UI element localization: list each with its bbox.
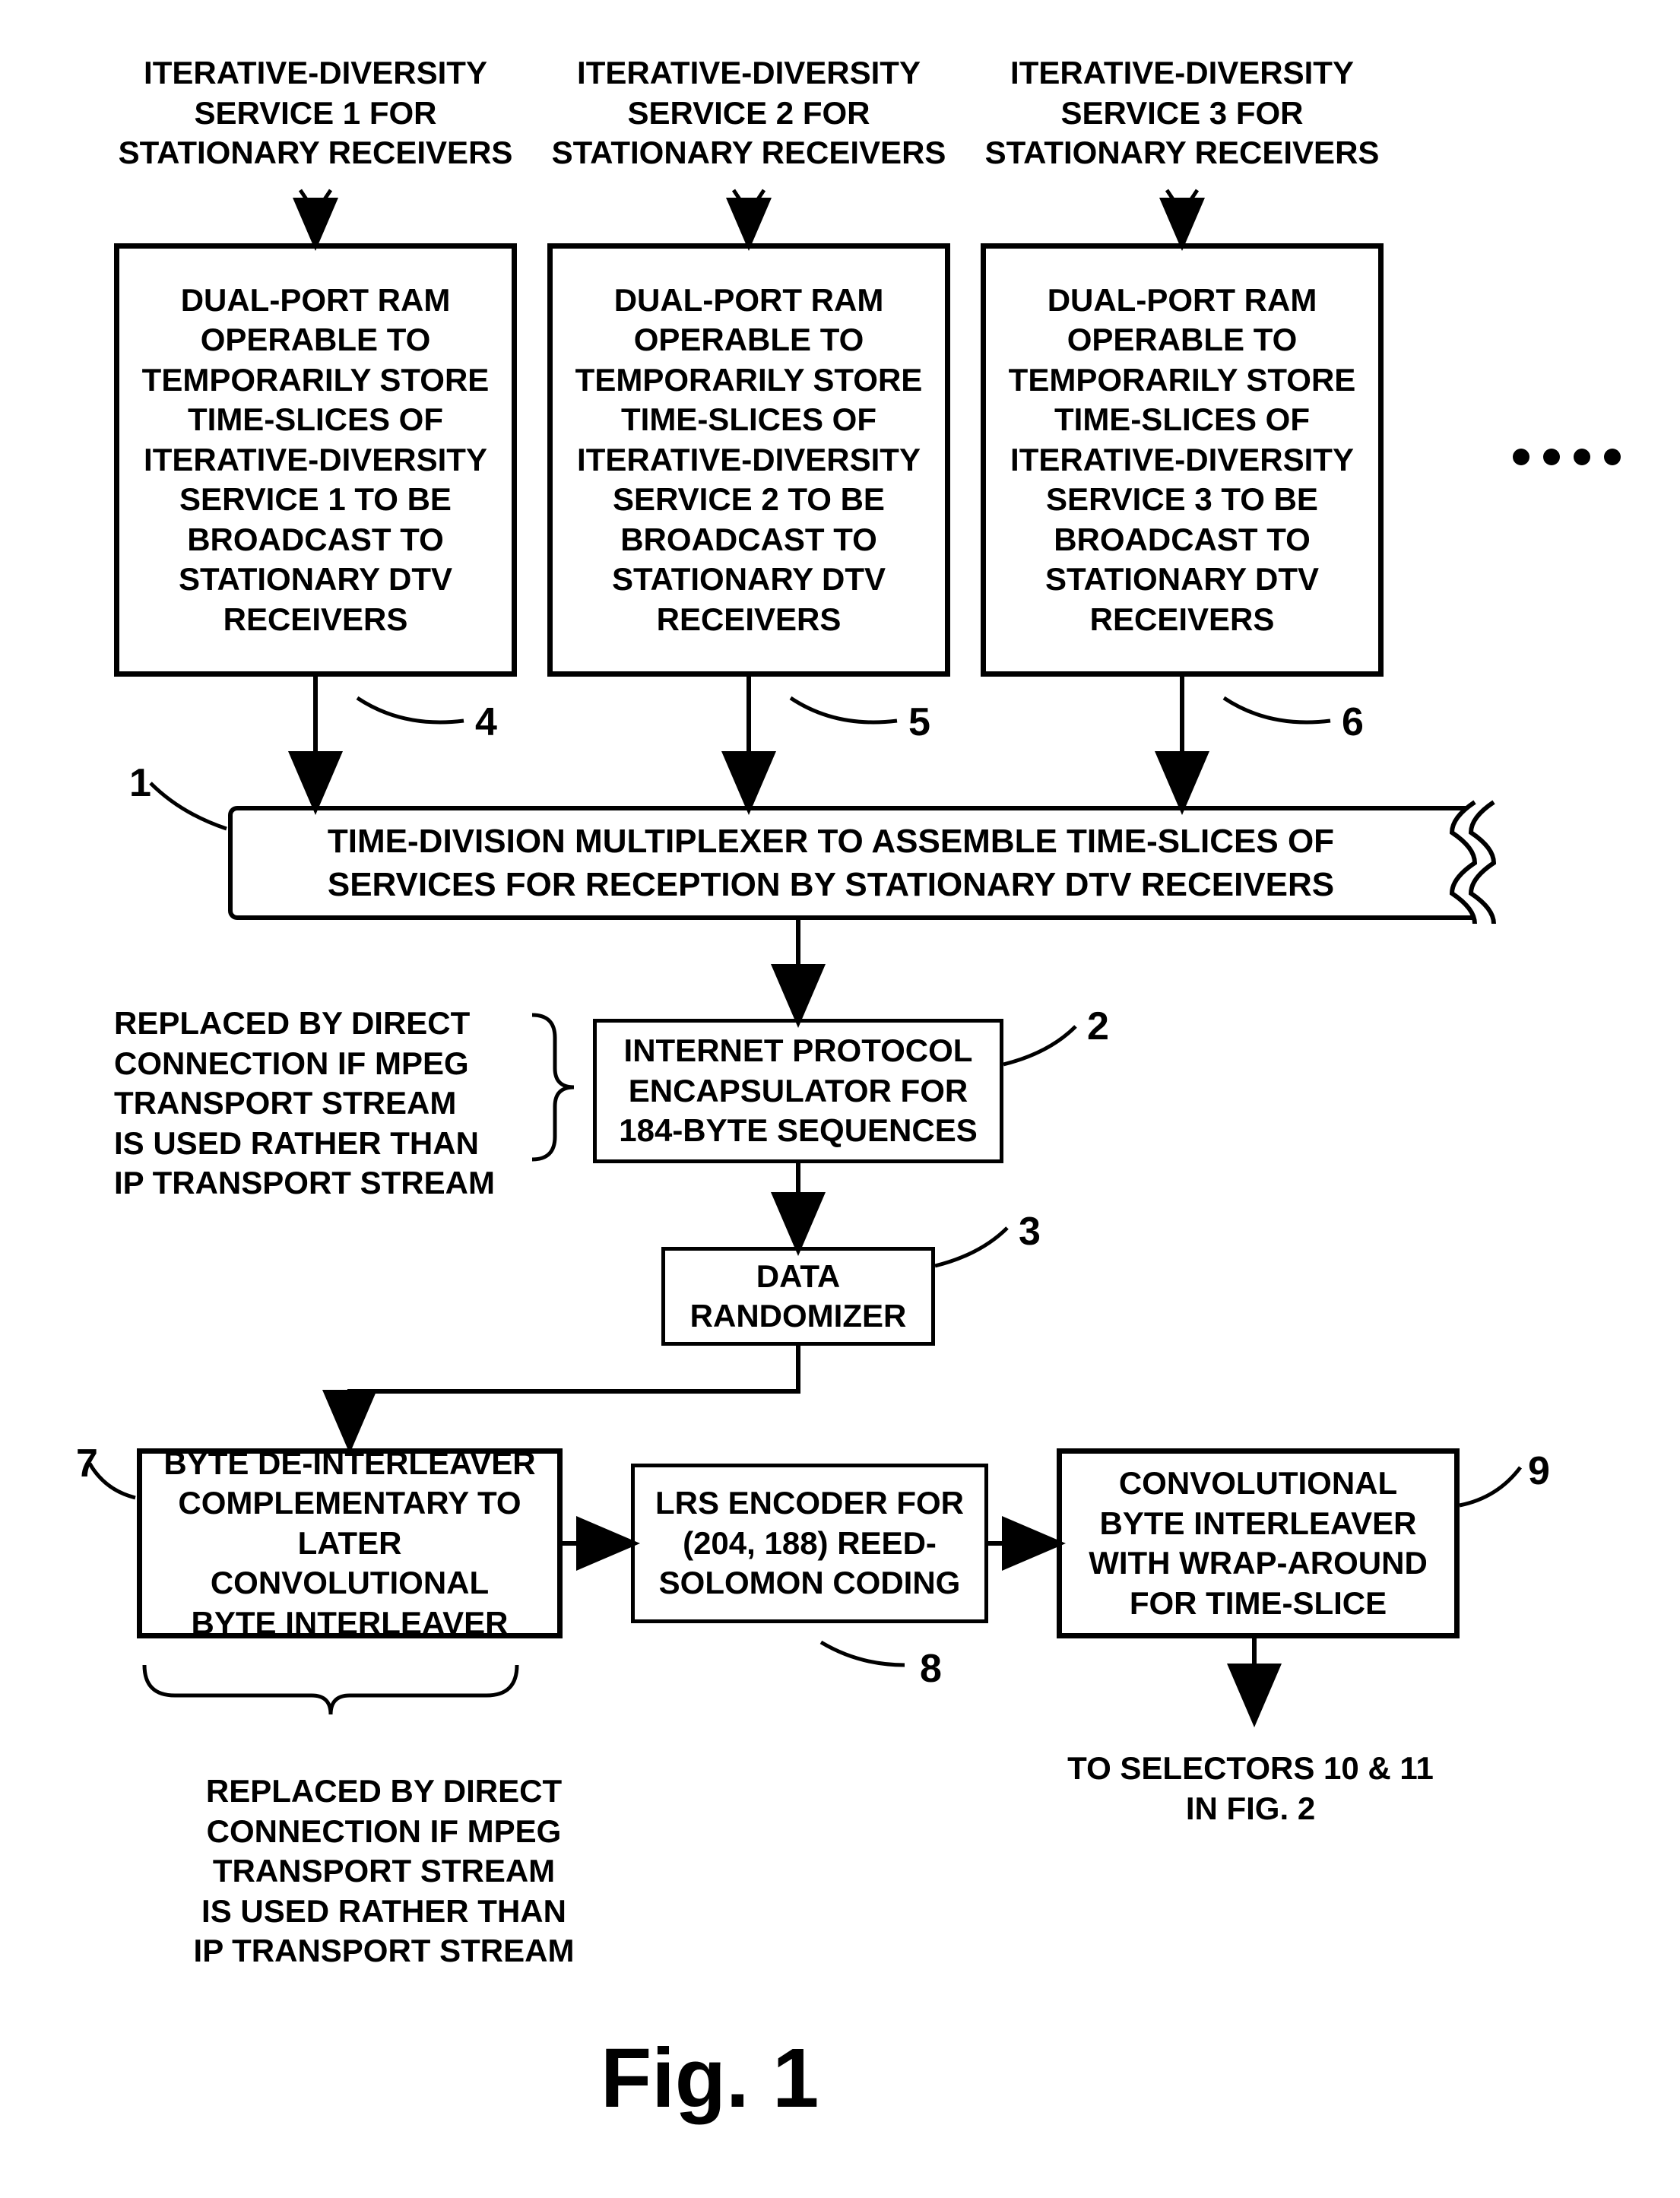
ref-num-7: 7 (76, 1441, 98, 1486)
ref-num-1: 1 (129, 760, 151, 806)
ip-encapsulator-box: INTERNET PROTOCOLENCAPSULATOR FOR184-BYT… (593, 1019, 1003, 1163)
output-label: TO SELECTORS 10 & 11IN FIG. 2 (1019, 1749, 1482, 1828)
ram-box-3: DUAL-PORT RAMOPERABLE TOTEMPORARILY STOR… (981, 243, 1384, 677)
input-label-2: ITERATIVE-DIVERSITYSERVICE 2 FORSTATIONA… (547, 53, 950, 173)
ram-box-1: DUAL-PORT RAMOPERABLE TOTEMPORARILY STOR… (114, 243, 517, 677)
lrs-encoder-box: LRS ENCODER FOR(204, 188) REED-SOLOMON C… (631, 1464, 988, 1623)
byte-deinterleaver-box: BYTE DE-INTERLEAVERCOMPLEMENTARY TOLATER… (137, 1448, 563, 1638)
data-randomizer-box: DATARANDOMIZER (661, 1247, 935, 1346)
ram-box-2: DUAL-PORT RAMOPERABLE TOTEMPORARILY STOR… (547, 243, 950, 677)
mux-box: TIME-DIVISION MULTIPLEXER TO ASSEMBLE TI… (228, 806, 1475, 920)
figure-title: Fig. 1 (601, 2030, 819, 2127)
continuation-dots (1513, 449, 1621, 465)
input-label-1: ITERATIVE-DIVERSITYSERVICE 1 FORSTATIONA… (114, 53, 517, 173)
ref-num-5: 5 (908, 699, 930, 745)
note-upper-left: REPLACED BY DIRECTCONNECTION IF MPEGTRAN… (114, 1004, 525, 1204)
conv-interleaver-box: CONVOLUTIONALBYTE INTERLEAVERWITH WRAP-A… (1057, 1448, 1460, 1638)
ref-num-3: 3 (1019, 1209, 1041, 1254)
ref-num-9: 9 (1528, 1448, 1550, 1494)
ref-num-4: 4 (475, 699, 497, 745)
ref-num-6: 6 (1342, 699, 1364, 745)
note-bottom: REPLACED BY DIRECTCONNECTION IF MPEGTRAN… (179, 1771, 589, 1971)
input-label-3: ITERATIVE-DIVERSITYSERVICE 3 FORSTATIONA… (981, 53, 1384, 173)
ref-num-8: 8 (920, 1646, 942, 1692)
mux-label: TIME-DIVISION MULTIPLEXER TO ASSEMBLE TI… (328, 820, 1334, 906)
ref-num-2: 2 (1087, 1004, 1109, 1049)
